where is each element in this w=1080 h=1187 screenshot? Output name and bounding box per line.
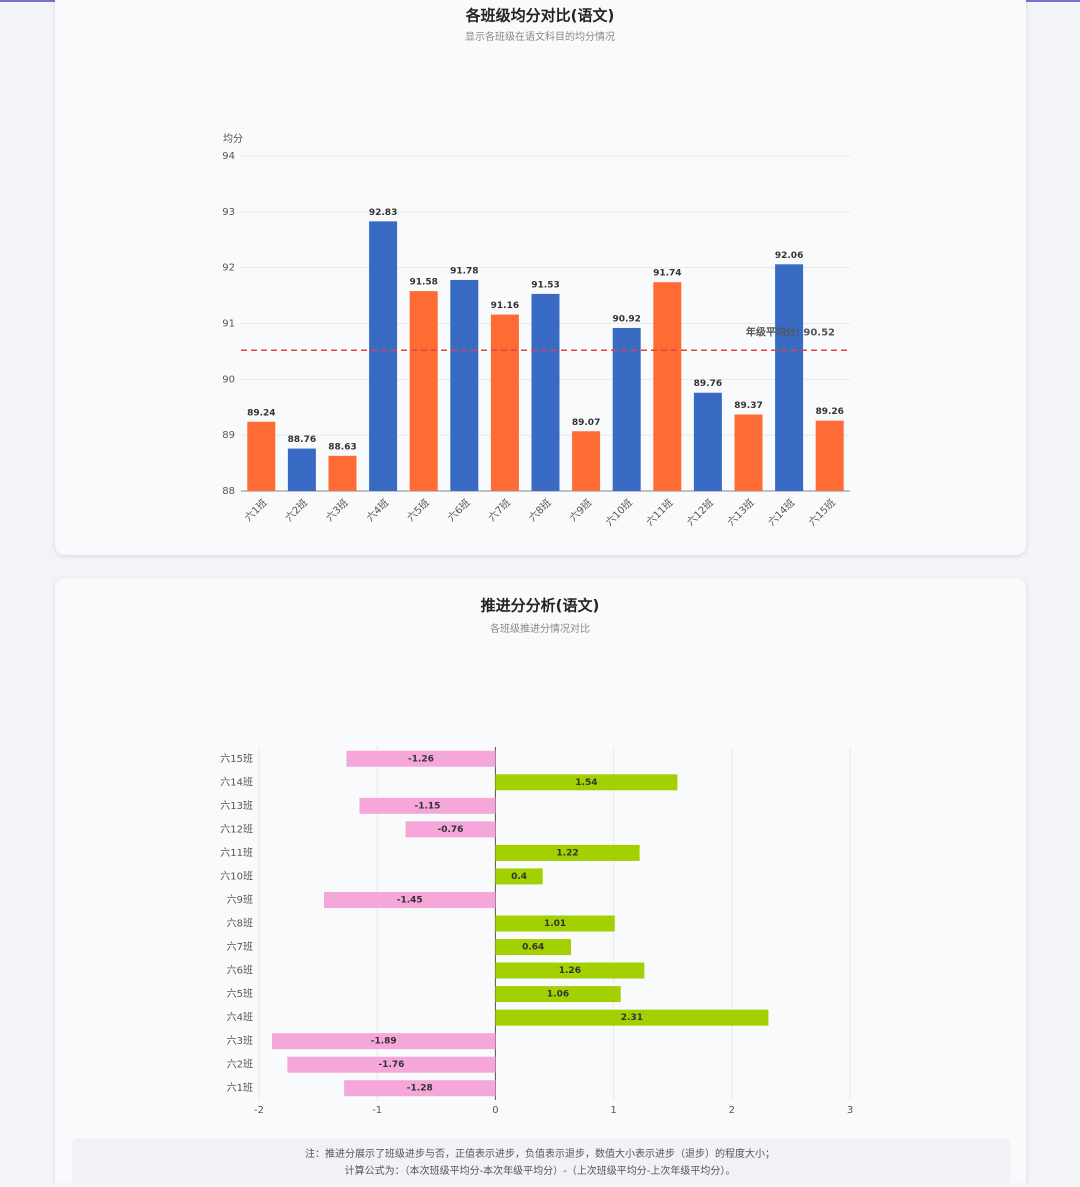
bar [495, 868, 543, 885]
note: 计算公式为：（本次班级平均分-本次年级平均分）-（上次班级平均分-上次年级平均分… [345, 1164, 736, 1177]
y-tick-label: 六15班 [220, 753, 253, 765]
chart-subtitle: 显示各班级在语文科目的均分情况 [465, 30, 615, 43]
y-tick-label: 六8班 [227, 918, 253, 930]
bar [409, 291, 438, 491]
y-tick-label: 六13班 [220, 800, 253, 812]
x-tick-label: 3 [847, 1105, 853, 1116]
bar [495, 774, 678, 791]
value-label: 88.63 [328, 442, 356, 452]
reference-label: 年级平均分: 90.52 [746, 325, 835, 338]
value-label: 1.06 [547, 990, 569, 1000]
bar [572, 431, 601, 491]
y-tick-label: 六11班 [220, 847, 253, 859]
y-tick-label: 六10班 [220, 870, 253, 882]
bar [359, 797, 496, 814]
bar [450, 279, 479, 491]
bar [495, 844, 640, 861]
value-label: 0.4 [511, 872, 527, 882]
value-label: 89.24 [247, 408, 275, 418]
y-tick-label: 六7班 [227, 941, 253, 953]
value-label: 1.26 [559, 966, 581, 976]
value-label: 89.07 [572, 418, 600, 428]
bar [775, 264, 804, 491]
x-tick-label: 1 [610, 1105, 616, 1116]
value-label: 91.53 [531, 280, 559, 290]
bar [653, 282, 682, 491]
y-tick-label: 六9班 [227, 894, 253, 906]
y-tick-label: 93 [222, 207, 235, 218]
bar [815, 420, 844, 491]
bar [495, 915, 615, 932]
y-tick-label: 六4班 [227, 1012, 253, 1024]
bar [287, 448, 316, 491]
y-tick-label: 90 [222, 374, 235, 385]
bar [405, 821, 496, 838]
value-label: 91.74 [653, 269, 681, 279]
y-tick-label: 六3班 [227, 1035, 253, 1047]
value-label: 91.58 [409, 278, 437, 288]
y-tick-label: 89 [222, 430, 235, 441]
value-label: 2.31 [621, 1013, 643, 1023]
x-tick-label: -1 [372, 1105, 382, 1116]
bar [490, 314, 519, 491]
value-label: 92.06 [775, 251, 803, 261]
y-tick-label: 92 [222, 263, 235, 274]
value-label: -0.76 [438, 825, 464, 835]
value-label: -1.89 [371, 1037, 397, 1047]
value-label: 89.76 [694, 379, 722, 389]
bar [495, 962, 645, 979]
y-tick-label: 六1班 [227, 1082, 253, 1094]
y-tick-label: 六12班 [220, 823, 253, 835]
value-label: 89.37 [734, 401, 762, 411]
bar [344, 1080, 496, 1097]
bar [346, 750, 496, 767]
x-tick-label: -2 [254, 1105, 264, 1116]
chart-title: 推进分分析(语文) [481, 597, 600, 615]
value-label: 88.76 [288, 435, 316, 445]
note: 注：推进分展示了班级进步与否，正值表示进步，负值表示退步，数值大小表示进步（退步… [305, 1147, 775, 1160]
x-tick-label: 0 [492, 1105, 498, 1116]
value-label: 1.22 [556, 848, 578, 858]
bar [247, 421, 276, 491]
bar [495, 939, 572, 956]
y-tick-label: 91 [222, 319, 235, 330]
chart-subtitle: 各班级推进分情况对比 [490, 622, 590, 635]
value-label: 91.16 [491, 301, 519, 311]
bar [272, 1033, 496, 1050]
value-label: -1.76 [378, 1060, 404, 1070]
value-label: 0.64 [522, 943, 544, 953]
value-label: 91.78 [450, 266, 478, 276]
bar [495, 1009, 769, 1026]
chart-title: 各班级均分对比(语文) [465, 7, 615, 25]
value-label: -1.45 [397, 895, 423, 905]
value-label: 90.92 [612, 314, 640, 324]
bar [495, 986, 621, 1003]
value-label: 89.26 [815, 407, 843, 417]
bar [328, 455, 357, 491]
y-tick-label: 六2班 [227, 1059, 253, 1071]
y-tick-label: 六14班 [220, 776, 253, 788]
y-tick-label: 六6班 [227, 965, 253, 977]
value-label: 92.83 [369, 208, 397, 218]
value-label: -1.28 [407, 1084, 433, 1094]
x-tick-label: 2 [729, 1105, 735, 1116]
bar [287, 1056, 496, 1073]
value-label: 1.01 [544, 919, 566, 929]
value-label: 1.54 [575, 778, 597, 788]
value-label: -1.26 [408, 754, 434, 764]
bar [531, 293, 560, 491]
bar [612, 327, 641, 491]
value-label: -1.15 [414, 801, 440, 811]
bar [693, 392, 722, 491]
y-tick-label: 六5班 [227, 988, 253, 1000]
bar [369, 221, 398, 491]
bar [324, 891, 496, 908]
y-axis-label: 均分 [223, 133, 243, 145]
y-tick-label: 88 [222, 486, 235, 497]
note-box [72, 1138, 1010, 1187]
bar [734, 414, 763, 491]
y-tick-label: 94 [222, 151, 235, 162]
